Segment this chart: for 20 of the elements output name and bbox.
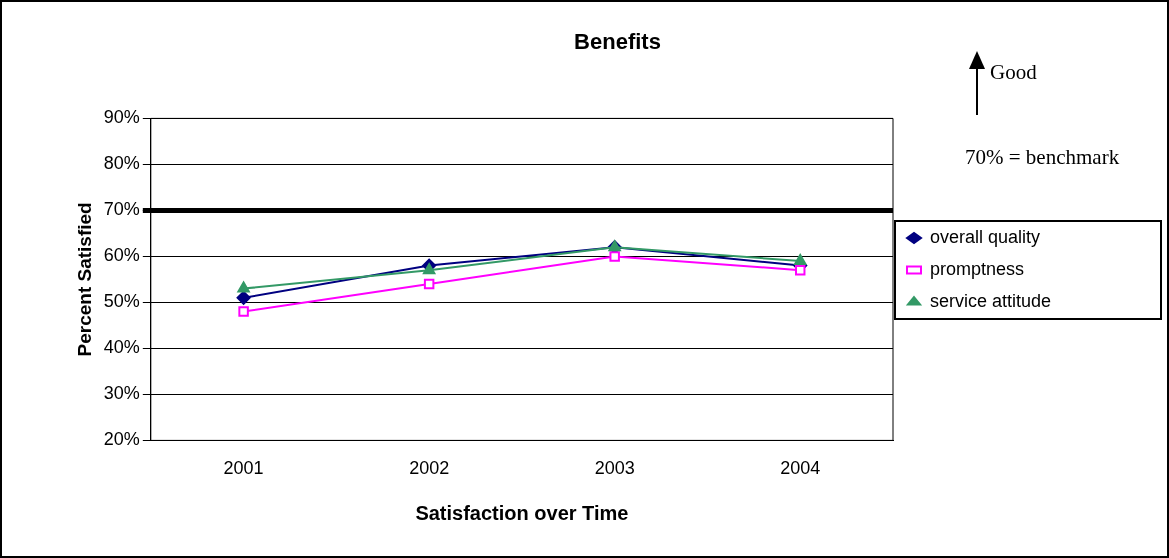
chart-title: Benefits bbox=[574, 29, 661, 55]
x-tick-label: 2001 bbox=[223, 458, 264, 479]
y-tick-label: 50% bbox=[103, 291, 140, 312]
x-axis-title: Satisfaction over Time bbox=[415, 501, 629, 524]
text: Good bbox=[990, 60, 1037, 85]
y-tick-label: 30% bbox=[103, 383, 140, 404]
y-axis-title: Percent Satisfied bbox=[73, 202, 95, 357]
y-tick-label: 70% bbox=[103, 199, 140, 220]
legend-label: overall quality bbox=[930, 226, 1041, 247]
legend-label: service attitude bbox=[930, 290, 1052, 311]
legend-label: promptness bbox=[930, 258, 1025, 279]
y-tick-label: 20% bbox=[103, 429, 140, 450]
x-tick-label: 2003 bbox=[594, 458, 635, 479]
y-tick-label: 40% bbox=[103, 337, 140, 358]
y-tick-label: 60% bbox=[103, 245, 140, 266]
y-tick-label: 80% bbox=[103, 153, 140, 174]
y-tick-label: 90% bbox=[103, 107, 140, 128]
x-tick-label: 2004 bbox=[780, 458, 821, 479]
text: 70% = benchmark bbox=[965, 145, 1120, 170]
x-tick-label: 2002 bbox=[409, 458, 450, 479]
